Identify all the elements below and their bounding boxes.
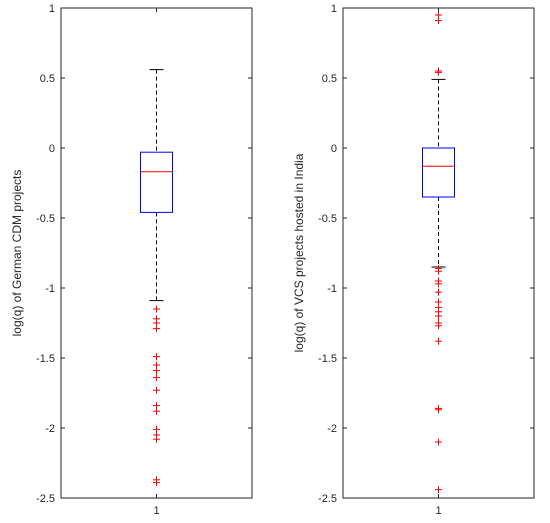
x-tick-label: 1 [153, 505, 159, 517]
y-tick-label: -1.5 [36, 353, 55, 365]
outlier-marker [153, 407, 160, 415]
outlier-marker [435, 312, 442, 320]
y-tick-label: -2.5 [36, 493, 55, 505]
outlier-marker [153, 325, 160, 333]
outlier-marker [435, 438, 442, 446]
iqr-box [140, 151, 173, 213]
y-tick-label: 1 [49, 3, 55, 15]
y-tick-label: -0.5 [36, 213, 55, 225]
outlier-marker [435, 406, 442, 414]
y-tick-label: -2 [45, 423, 55, 435]
y-tick-label: -2 [327, 423, 337, 435]
y-axis-label: log(q) of German CDM projects [10, 170, 24, 337]
outlier-marker [435, 280, 442, 288]
y-tick-label: 0 [331, 143, 337, 155]
outlier-marker [153, 435, 160, 443]
y-tick-label: 1 [331, 3, 337, 15]
iqr-box [422, 147, 455, 198]
y-tick-label: -2.5 [318, 493, 337, 505]
outlier-marker [153, 386, 160, 394]
y-tick-label: -0.5 [318, 213, 337, 225]
y-tick-label: -1 [327, 283, 337, 295]
y-tick-label: 0.5 [40, 73, 55, 85]
outlier-marker [153, 479, 160, 487]
y-axis-label: log(q) of VCS projects hosted in India [292, 153, 306, 352]
y-tick-label: -1.5 [318, 353, 337, 365]
outlier-marker [153, 374, 160, 382]
right-boxplot-panel: 1 0.5 0 -0.5 -1 -1.5 -2 -2.5 1 log(q) of VCS proj… [292, 3, 535, 517]
plot-frame [60, 7, 253, 499]
outlier-marker [153, 353, 160, 361]
outlier-marker [435, 288, 442, 296]
y-tick-label: 0 [49, 143, 55, 155]
y-tick-label: 0.5 [322, 73, 337, 85]
outlier-marker [435, 267, 442, 275]
outlier-marker [435, 337, 442, 345]
outlier-marker [153, 367, 160, 375]
left-boxplot-panel: 1 0.5 0 -0.5 -1 -1.5 -2 -2.5 1 log(q) of German C… [10, 3, 253, 517]
outlier-marker [435, 68, 442, 76]
outlier-marker [435, 486, 442, 494]
x-tick-label: 1 [435, 505, 441, 517]
outlier-marker [153, 305, 160, 313]
outlier-marker [435, 17, 442, 25]
y-tick-label: -1 [45, 283, 55, 295]
outlier-marker [435, 322, 442, 330]
